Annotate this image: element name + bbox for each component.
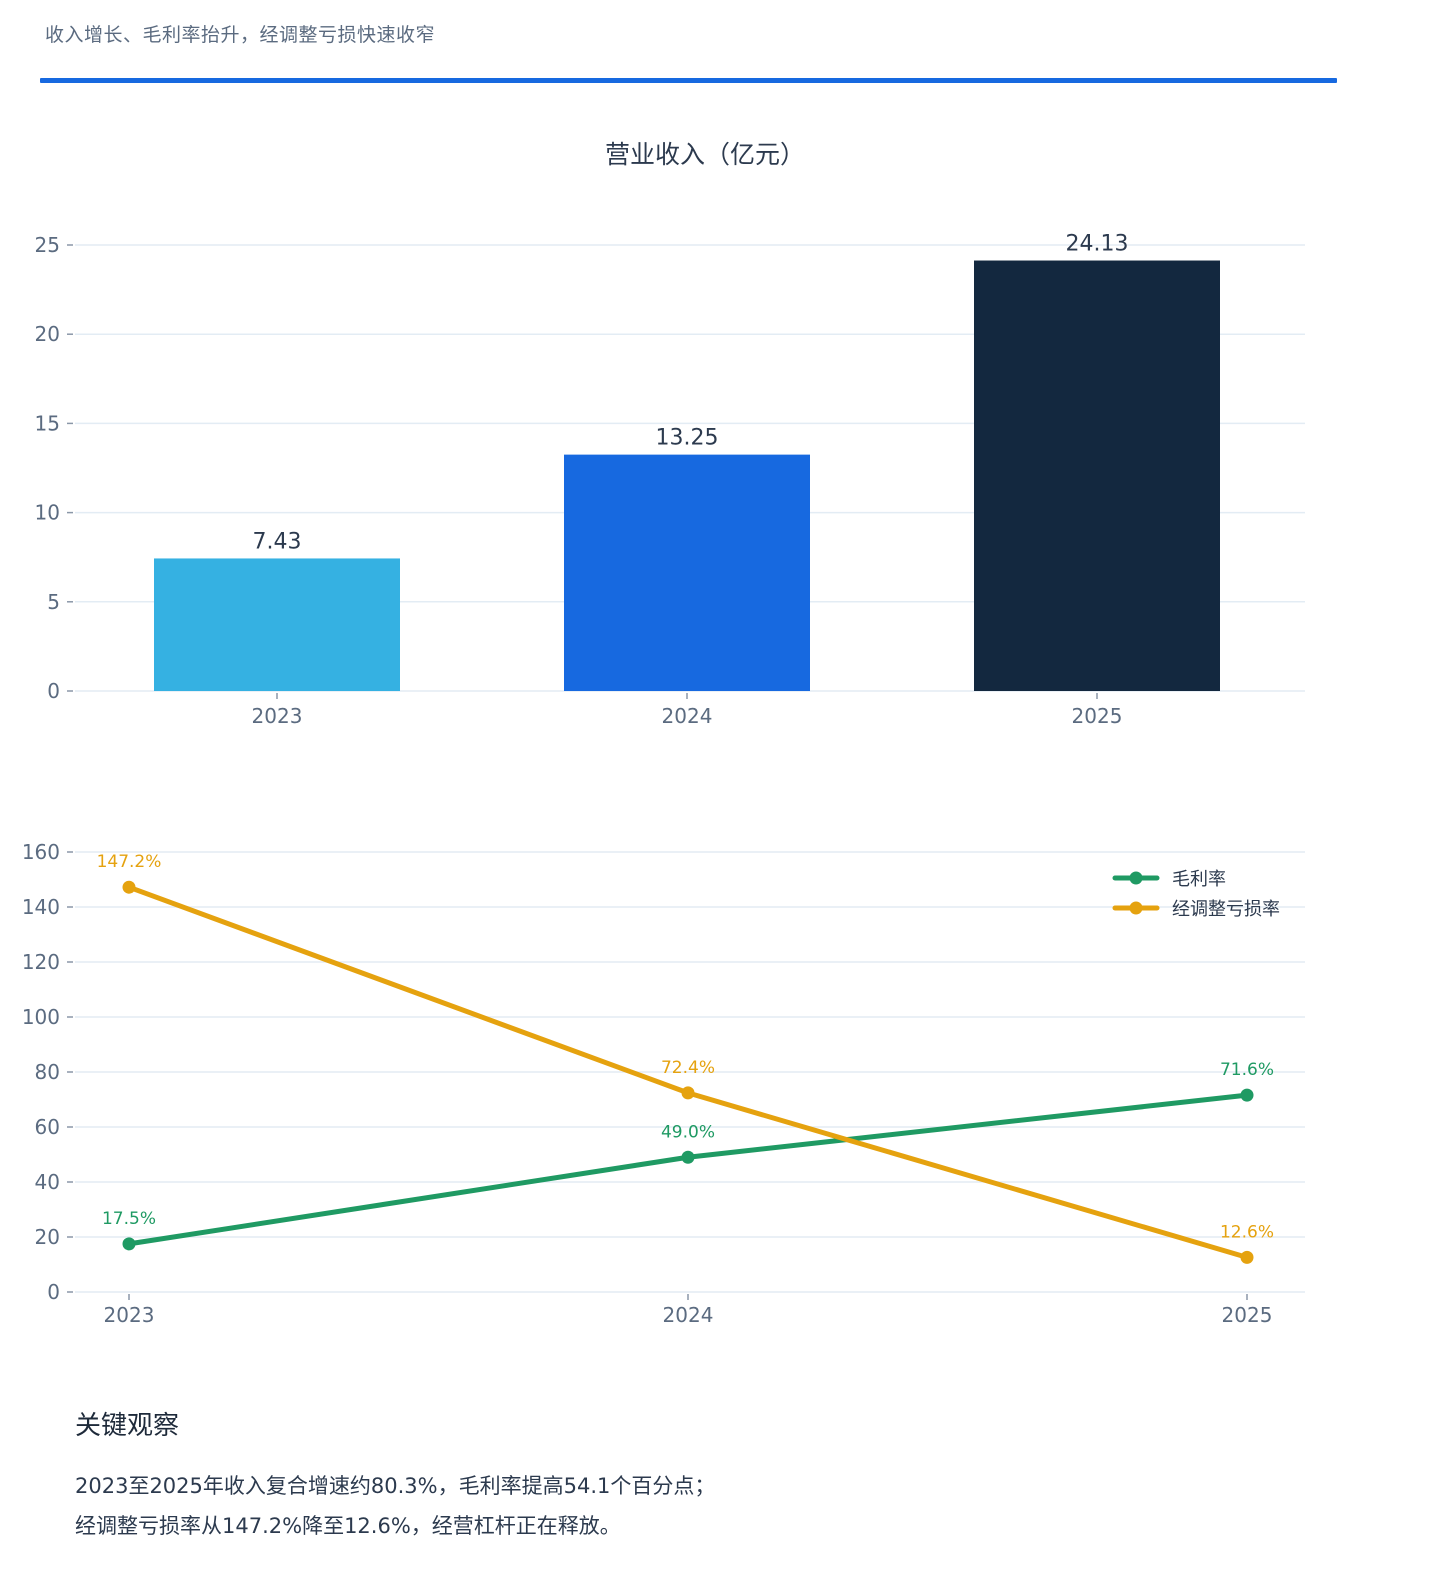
- bar-2024: [564, 454, 810, 691]
- data-point: [681, 1150, 695, 1164]
- y-tick-label: 20: [35, 322, 60, 346]
- accent-rule: [40, 78, 1337, 83]
- y-tick-label: 25: [35, 233, 60, 257]
- bar-value-label: 7.43: [253, 529, 302, 554]
- data-point-label: 72.4%: [661, 1058, 715, 1078]
- y-tick-label: 120: [22, 950, 60, 974]
- x-tick-label: 2023: [252, 704, 303, 728]
- revenue-bar-chart: 营业收入（亿元）05101520257.43202313.25202424.13…: [35, 140, 1305, 728]
- data-point: [1240, 1088, 1254, 1102]
- data-point-label: 49.0%: [661, 1122, 715, 1142]
- x-tick-label: 2024: [663, 1303, 714, 1327]
- data-point-label: 12.6%: [1220, 1222, 1274, 1242]
- data-point: [681, 1086, 695, 1100]
- observation-line: 2023至2025年收入复合增速约80.3%，毛利率提高54.1个百分点；: [75, 1474, 716, 1498]
- data-point-label: 147.2%: [97, 852, 162, 872]
- page-subtitle: 收入增长、毛利率抬升，经调整亏损快速收窄: [45, 24, 436, 46]
- bar-value-label: 24.13: [1066, 232, 1129, 257]
- y-tick-label: 40: [35, 1170, 60, 1194]
- bar-value-label: 13.25: [656, 426, 719, 451]
- y-tick-label: 160: [22, 840, 60, 864]
- y-tick-label: 10: [35, 501, 60, 525]
- y-tick-label: 0: [47, 1280, 60, 1304]
- chart-title: 营业收入（亿元）: [605, 140, 805, 169]
- y-tick-label: 100: [22, 1005, 60, 1029]
- margin-line-chart: 0 20 40 60 80 100 120 140 160 2023 2024 2025 17.5% 49…: [22, 840, 1305, 1327]
- y-tick-label: 80: [35, 1060, 60, 1084]
- data-point-label: 71.6%: [1220, 1060, 1274, 1080]
- observation-line: 经调整亏损率从147.2%降至12.6%，经营杠杆正在释放。: [75, 1514, 621, 1538]
- bar-2025: [974, 260, 1220, 691]
- observations-title: 关键观察: [75, 1411, 180, 1441]
- y-tick-label: 60: [35, 1115, 60, 1139]
- y-tick-label: 20: [35, 1225, 60, 1249]
- legend-swatch-marker: [1129, 901, 1143, 915]
- y-tick-label: 0: [47, 679, 60, 703]
- legend-label: 经调整亏损率: [1172, 899, 1280, 920]
- x-tick-label: 2025: [1072, 704, 1123, 728]
- x-tick-label: 2024: [662, 704, 713, 728]
- legend-swatch-marker: [1129, 871, 1143, 885]
- bar-2023: [154, 558, 400, 691]
- data-point: [122, 880, 136, 894]
- x-tick-label: 2023: [104, 1303, 155, 1327]
- y-tick-label: 5: [47, 590, 60, 614]
- series-line-0: [126, 1092, 1250, 1247]
- data-point: [1240, 1250, 1254, 1264]
- y-tick-label: 140: [22, 895, 60, 919]
- x-tick-label: 2025: [1222, 1303, 1273, 1327]
- y-tick-label: 15: [35, 411, 60, 435]
- data-point-label: 17.5%: [102, 1209, 156, 1229]
- data-point: [122, 1237, 136, 1251]
- legend-label: 毛利率: [1172, 869, 1226, 890]
